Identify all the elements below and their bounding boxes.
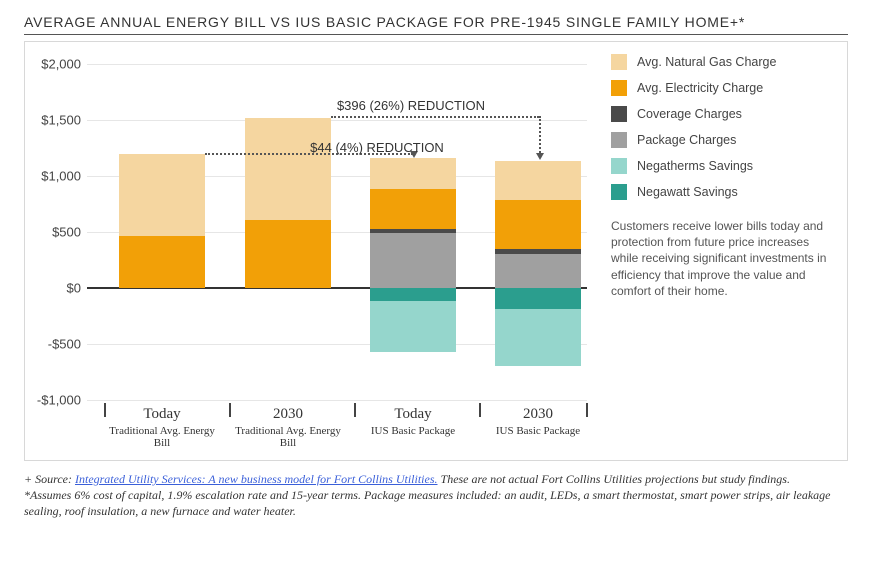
- legend-swatch: [611, 54, 627, 70]
- footnote-source-prefix: + Source:: [24, 472, 75, 486]
- legend-swatch: [611, 80, 627, 96]
- bar-segment-negawatt: [495, 288, 581, 309]
- bar-segment-elec: [119, 236, 205, 288]
- legend: Avg. Natural Gas Charge Avg. Electricity …: [587, 42, 847, 460]
- bar-segment-coverage: [370, 229, 456, 233]
- x-separator: [229, 403, 231, 417]
- y-tick-label: $500: [52, 225, 81, 240]
- bar-group: [119, 42, 205, 460]
- y-axis: -$1,000 -$500 $0 $500 $1,000 $1,500 $2,000: [25, 42, 87, 460]
- y-tick-label: $1,500: [41, 113, 81, 128]
- legend-label: Avg. Natural Gas Charge: [637, 55, 776, 69]
- y-tick-label: $1,000: [41, 169, 81, 184]
- annotation-label: $396 (26%) REDUCTION: [337, 98, 485, 113]
- legend-swatch: [611, 184, 627, 200]
- bar-segment-gas: [370, 158, 456, 189]
- legend-label: Avg. Electricity Charge: [637, 81, 763, 95]
- legend-label: Negatherms Savings: [637, 159, 753, 173]
- footnote-source-link[interactable]: Integrated Utility Services: A new busin…: [75, 472, 438, 486]
- footnote-assumptions: *Assumes 6% cost of capital, 1.9% escala…: [24, 488, 830, 518]
- legend-item: Avg. Natural Gas Charge: [611, 54, 839, 70]
- legend-item: Negatherms Savings: [611, 158, 839, 174]
- y-tick-label: -$1,000: [37, 393, 81, 408]
- legend-swatch: [611, 158, 627, 174]
- legend-swatch: [611, 132, 627, 148]
- bar-group: [495, 42, 581, 460]
- bar-segment-elec: [495, 200, 581, 249]
- bar-segment-negawatt: [370, 288, 456, 301]
- annotation-label: $44 (4%) REDUCTION: [310, 140, 444, 155]
- annotation-connector: [331, 116, 539, 118]
- x-axis-label: 2030IUS Basic Package: [478, 406, 598, 437]
- x-axis-label: 2030Traditional Avg. Energy Bill: [228, 406, 348, 450]
- chart-title: AVERAGE ANNUAL ENERGY BILL VS IUS BASIC …: [24, 14, 848, 35]
- bar-segment-negatherms: [495, 309, 581, 366]
- footnote: + Source: Integrated Utility Services: A…: [24, 471, 848, 520]
- annotation-connector-drop: [539, 116, 541, 153]
- legend-item: Avg. Electricity Charge: [611, 80, 839, 96]
- arrowhead-icon: [536, 153, 544, 160]
- bar-segment-coverage: [495, 249, 581, 255]
- legend-item: Coverage Charges: [611, 106, 839, 122]
- bar-segment-elec: [370, 189, 456, 228]
- bar-group: [245, 42, 331, 460]
- x-separator: [586, 403, 588, 417]
- bar-segment-gas: [119, 154, 205, 237]
- legend-note: Customers receive lower bills today and …: [611, 218, 839, 299]
- bar-segment-package: [495, 254, 581, 288]
- y-tick-label: $2,000: [41, 57, 81, 72]
- legend-item: Package Charges: [611, 132, 839, 148]
- x-axis-label: TodayTraditional Avg. Energy Bill: [102, 406, 222, 450]
- y-tick-label: $0: [67, 281, 81, 296]
- legend-item: Negawatt Savings: [611, 184, 839, 200]
- legend-swatch: [611, 106, 627, 122]
- bar-segment-package: [370, 233, 456, 288]
- x-axis-label: TodayIUS Basic Package: [353, 406, 473, 437]
- x-separator: [479, 403, 481, 417]
- bar-segment-gas: [495, 161, 581, 199]
- bar-segment-gas: [245, 118, 331, 220]
- bar-segment-negatherms: [370, 301, 456, 351]
- legend-label: Negawatt Savings: [637, 185, 738, 199]
- plot-area: TodayTraditional Avg. Energy Bill2030Tra…: [87, 42, 587, 460]
- legend-label: Package Charges: [637, 133, 736, 147]
- legend-label: Coverage Charges: [637, 107, 742, 121]
- x-separator: [354, 403, 356, 417]
- chart-frame: -$1,000 -$500 $0 $500 $1,000 $1,500 $2,000 Tod…: [24, 41, 848, 461]
- footnote-source-suffix: These are not actual Fort Collins Utilit…: [438, 472, 790, 486]
- x-separator: [104, 403, 106, 417]
- y-tick-label: -$500: [48, 337, 81, 352]
- bar-segment-elec: [245, 220, 331, 288]
